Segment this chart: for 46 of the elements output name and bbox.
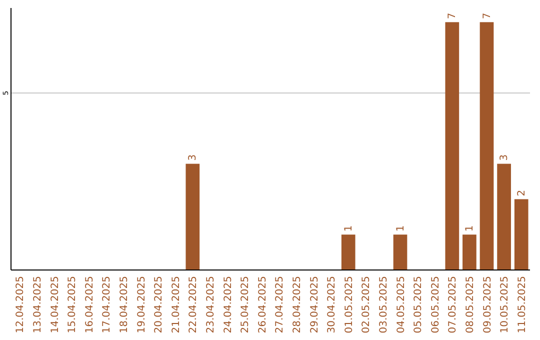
x-tick-label: 10.05.2025 — [500, 276, 511, 334]
x-tick-label: 08.05.2025 — [464, 276, 476, 334]
x-tick-label: 09.05.2025 — [482, 276, 494, 334]
x-tick-label: 29.04.2025 — [309, 276, 320, 334]
bar — [186, 164, 200, 270]
x-tick-label: 05.05.2025 — [413, 276, 424, 334]
data-label: 3 — [188, 154, 199, 161]
x-tick-label: 21.04.2025 — [170, 276, 182, 334]
data-label: 7 — [482, 12, 493, 20]
x-tick-label: 30.04.2025 — [326, 276, 338, 334]
data-label: 1 — [395, 225, 406, 232]
x-tick-label: 07.05.2025 — [448, 276, 459, 334]
x-tick-label: 12.04.2025 — [15, 276, 26, 334]
data-label: 7 — [447, 12, 458, 20]
bar — [514, 199, 528, 270]
x-tick-label: 16.04.2025 — [84, 276, 96, 334]
x-tick-label: 19.04.2025 — [136, 276, 148, 334]
bar — [445, 22, 460, 270]
x-tick-label: 01.05.2025 — [344, 276, 355, 334]
x-tick-label: 03.05.2025 — [378, 276, 390, 334]
x-tick-label: 04.05.2025 — [396, 276, 407, 334]
data-label: 3 — [499, 154, 510, 161]
bar — [341, 234, 356, 270]
x-tick-label: 27.04.2025 — [274, 276, 286, 334]
data-label: 1 — [343, 225, 354, 232]
x-tick-label: 18.04.2025 — [118, 276, 130, 334]
x-tick-label: 11.05.2025 — [516, 276, 528, 334]
x-tick-label: 23.04.2025 — [205, 276, 216, 334]
bar — [497, 164, 511, 270]
x-tick-label: 06.05.2025 — [430, 276, 442, 334]
bar — [462, 234, 476, 270]
x-tick-label: 02.05.2025 — [361, 276, 372, 334]
x-tick-label: 24.04.2025 — [222, 276, 234, 334]
data-label: 1 — [464, 225, 476, 232]
bar — [393, 234, 408, 270]
x-tick-label: 14.04.2025 — [50, 276, 61, 334]
x-tick-label: 17.04.2025 — [102, 276, 113, 334]
x-tick-label: 25.04.2025 — [240, 276, 252, 334]
x-tick-label: 15.04.2025 — [67, 276, 78, 334]
data-label: 2 — [516, 190, 528, 196]
x-tick-label: 22.04.2025 — [188, 276, 200, 334]
x-tick-label: 13.04.2025 — [32, 276, 44, 334]
bar — [480, 22, 494, 270]
x-tick-label: 26.04.2025 — [257, 276, 268, 334]
x-tick-label: 20.04.2025 — [154, 276, 165, 334]
x-tick-label: 28.04.2025 — [292, 276, 303, 334]
